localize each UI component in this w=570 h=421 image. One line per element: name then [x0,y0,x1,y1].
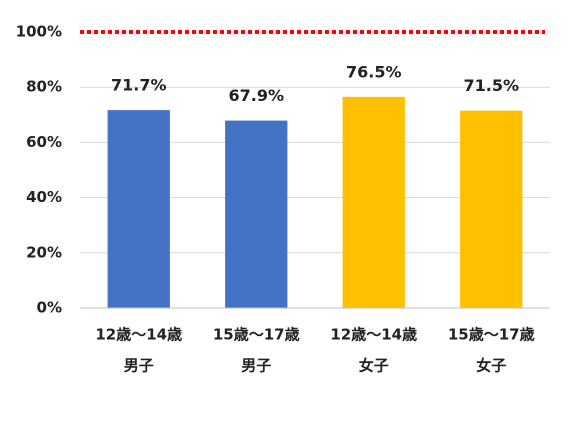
x-tick-label: 15歳～17歳 [448,326,535,344]
bar [107,110,170,308]
value-label: 67.9% [228,86,284,105]
x-group-label: 男子 [124,357,154,375]
value-label: 76.5% [346,62,402,81]
x-group-label: 男子 [241,357,271,375]
y-tick-label: 20% [26,243,62,261]
value-label: 71.5% [463,76,519,95]
x-group-label: 女子 [359,357,389,375]
x-group-label: 女子 [476,357,506,375]
x-tick-label: 12歳～14歳 [95,326,182,344]
x-tick-label: 15歳～17歳 [213,326,300,344]
x-tick-label: 12歳～14歳 [330,326,417,344]
value-label: 71.7% [111,76,167,95]
bar [460,110,523,308]
bar [225,120,288,308]
y-tick-label: 100% [16,23,62,41]
y-tick-label: 0% [37,299,62,317]
bar [342,96,405,308]
y-tick-label: 40% [26,188,62,206]
y-tick-label: 60% [26,133,62,151]
y-tick-label: 80% [26,78,62,96]
